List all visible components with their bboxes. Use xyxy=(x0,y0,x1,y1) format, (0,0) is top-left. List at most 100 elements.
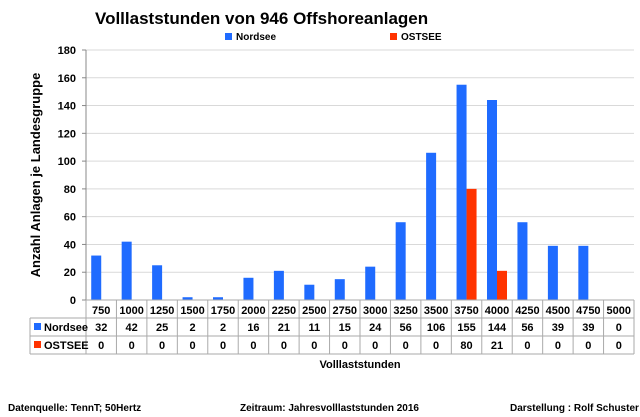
bar-nordsee-1000 xyxy=(121,241,132,300)
x-tick-label: 2500 xyxy=(302,305,326,317)
bar-ostsee-3750 xyxy=(466,188,477,300)
data-label: 21 xyxy=(491,340,503,352)
legend-label-ostsee: OSTSEE xyxy=(401,32,442,43)
bar-nordsee-2750 xyxy=(334,279,345,300)
data-label: 0 xyxy=(159,340,165,352)
bar-ostsee-4000 xyxy=(497,270,507,300)
x-tick-label: 4250 xyxy=(515,305,539,317)
y-axis-label: Anzahl Anlagen je Landesgruppe xyxy=(28,73,43,278)
x-tick-label: 3250 xyxy=(393,305,417,317)
data-label: 11 xyxy=(309,322,321,334)
y-tick-label: 100 xyxy=(58,156,76,168)
data-label: 80 xyxy=(460,340,472,352)
x-tick-label: 1500 xyxy=(180,305,204,317)
data-label: 2 xyxy=(189,322,195,334)
bar-nordsee-750 xyxy=(91,255,102,300)
bar-nordsee-1500 xyxy=(182,297,193,300)
y-tick-label: 20 xyxy=(64,267,76,279)
data-label: 25 xyxy=(156,322,168,334)
x-tick-label: 1000 xyxy=(119,305,143,317)
data-label: 106 xyxy=(427,322,445,334)
table-row-label: Nordsee xyxy=(44,322,88,334)
y-tick-label: 80 xyxy=(64,184,76,196)
data-label: 155 xyxy=(457,322,475,334)
x-tick-label: 3750 xyxy=(454,305,478,317)
table-swatch-ostsee xyxy=(34,341,41,348)
footer-source: Datenquelle: TennT; 50Hertz xyxy=(8,403,142,414)
data-label: 0 xyxy=(616,322,622,334)
data-label: 56 xyxy=(400,322,412,334)
data-label: 0 xyxy=(98,340,104,352)
bars xyxy=(91,84,589,300)
data-label: 0 xyxy=(129,340,135,352)
bar-nordsee-4500 xyxy=(547,245,558,300)
table-swatch-nordsee xyxy=(34,323,41,330)
footer-author: Darstellung : Rolf Schuster xyxy=(510,403,639,414)
x-axis-label: Volllaststunden xyxy=(319,359,400,371)
data-label: 144 xyxy=(488,322,507,334)
data-label: 0 xyxy=(372,340,378,352)
x-tick-label: 3500 xyxy=(424,305,448,317)
data-label: 42 xyxy=(126,322,138,334)
x-tick-label: 1250 xyxy=(150,305,174,317)
bar-nordsee-3500 xyxy=(426,152,437,300)
bar-nordsee-3250 xyxy=(395,222,406,300)
table-row-label: OSTSEE xyxy=(44,340,89,352)
y-tick-label: 140 xyxy=(58,101,76,113)
footer-period: Zeitraum: Jahresvolllaststunden 2016 xyxy=(240,403,419,414)
data-label: 15 xyxy=(339,322,351,334)
x-tick-label: 750 xyxy=(92,305,110,317)
data-label: 0 xyxy=(311,340,317,352)
data-label: 24 xyxy=(369,322,382,334)
bar-nordsee-4750 xyxy=(578,245,589,300)
data-label: 0 xyxy=(281,340,287,352)
x-tick-label: 2750 xyxy=(333,305,357,317)
x-tick-label: 4500 xyxy=(546,305,570,317)
bar-nordsee-3750 xyxy=(456,84,467,300)
x-tick-label: 3000 xyxy=(363,305,387,317)
data-label: 0 xyxy=(189,340,195,352)
data-label: 0 xyxy=(555,340,561,352)
data-label: 0 xyxy=(403,340,409,352)
y-tick-label: 160 xyxy=(58,73,76,85)
bar-chart: Volllaststunden von 946 Offshoreanlagen … xyxy=(28,9,635,371)
x-tick-label: 2250 xyxy=(272,305,296,317)
data-label: 0 xyxy=(220,340,226,352)
bar-nordsee-3000 xyxy=(365,266,376,300)
data-label: 39 xyxy=(552,322,564,334)
bar-nordsee-1750 xyxy=(213,297,223,300)
data-label: 32 xyxy=(95,322,107,334)
gridlines: 0 20 40 60 80 100 120 140 160 180 xyxy=(58,45,634,307)
bar-nordsee-2250 xyxy=(273,270,284,300)
y-tick-label: 40 xyxy=(64,239,76,251)
legend-label-nordsee: Nordsee xyxy=(236,32,276,43)
bar-nordsee-4250 xyxy=(517,222,528,300)
y-tick-label: 120 xyxy=(58,128,76,140)
x-tick-label: 4750 xyxy=(576,305,600,317)
legend: Nordsee OSTSEE xyxy=(225,32,442,43)
bar-nordsee-2500 xyxy=(304,284,315,300)
x-tick-label: 5000 xyxy=(607,305,631,317)
data-label: 0 xyxy=(342,340,348,352)
data-label: 0 xyxy=(524,340,530,352)
data-label: 0 xyxy=(585,340,591,352)
bar-nordsee-2000 xyxy=(243,277,254,300)
x-tick-label: 1750 xyxy=(211,305,235,317)
x-tick-label: 2000 xyxy=(241,305,265,317)
data-label: 39 xyxy=(582,322,594,334)
y-tick-label: 60 xyxy=(64,212,76,224)
bar-nordsee-4000 xyxy=(487,100,497,300)
bar-nordsee-1250 xyxy=(152,265,163,300)
data-label: 21 xyxy=(278,322,290,334)
data-label: 0 xyxy=(250,340,256,352)
data-label: 2 xyxy=(220,322,226,334)
legend-swatch-ostsee xyxy=(390,33,397,40)
y-tick-label: 0 xyxy=(70,295,76,307)
y-tick-label: 180 xyxy=(58,45,76,57)
data-label: 0 xyxy=(616,340,622,352)
legend-swatch-nordsee xyxy=(225,33,232,40)
data-table: 750 1000 1250 1500 1750 2000 2250 2500 2750 3000 3… xyxy=(29,299,635,355)
data-label: 16 xyxy=(247,322,259,334)
data-label: 0 xyxy=(433,340,439,352)
